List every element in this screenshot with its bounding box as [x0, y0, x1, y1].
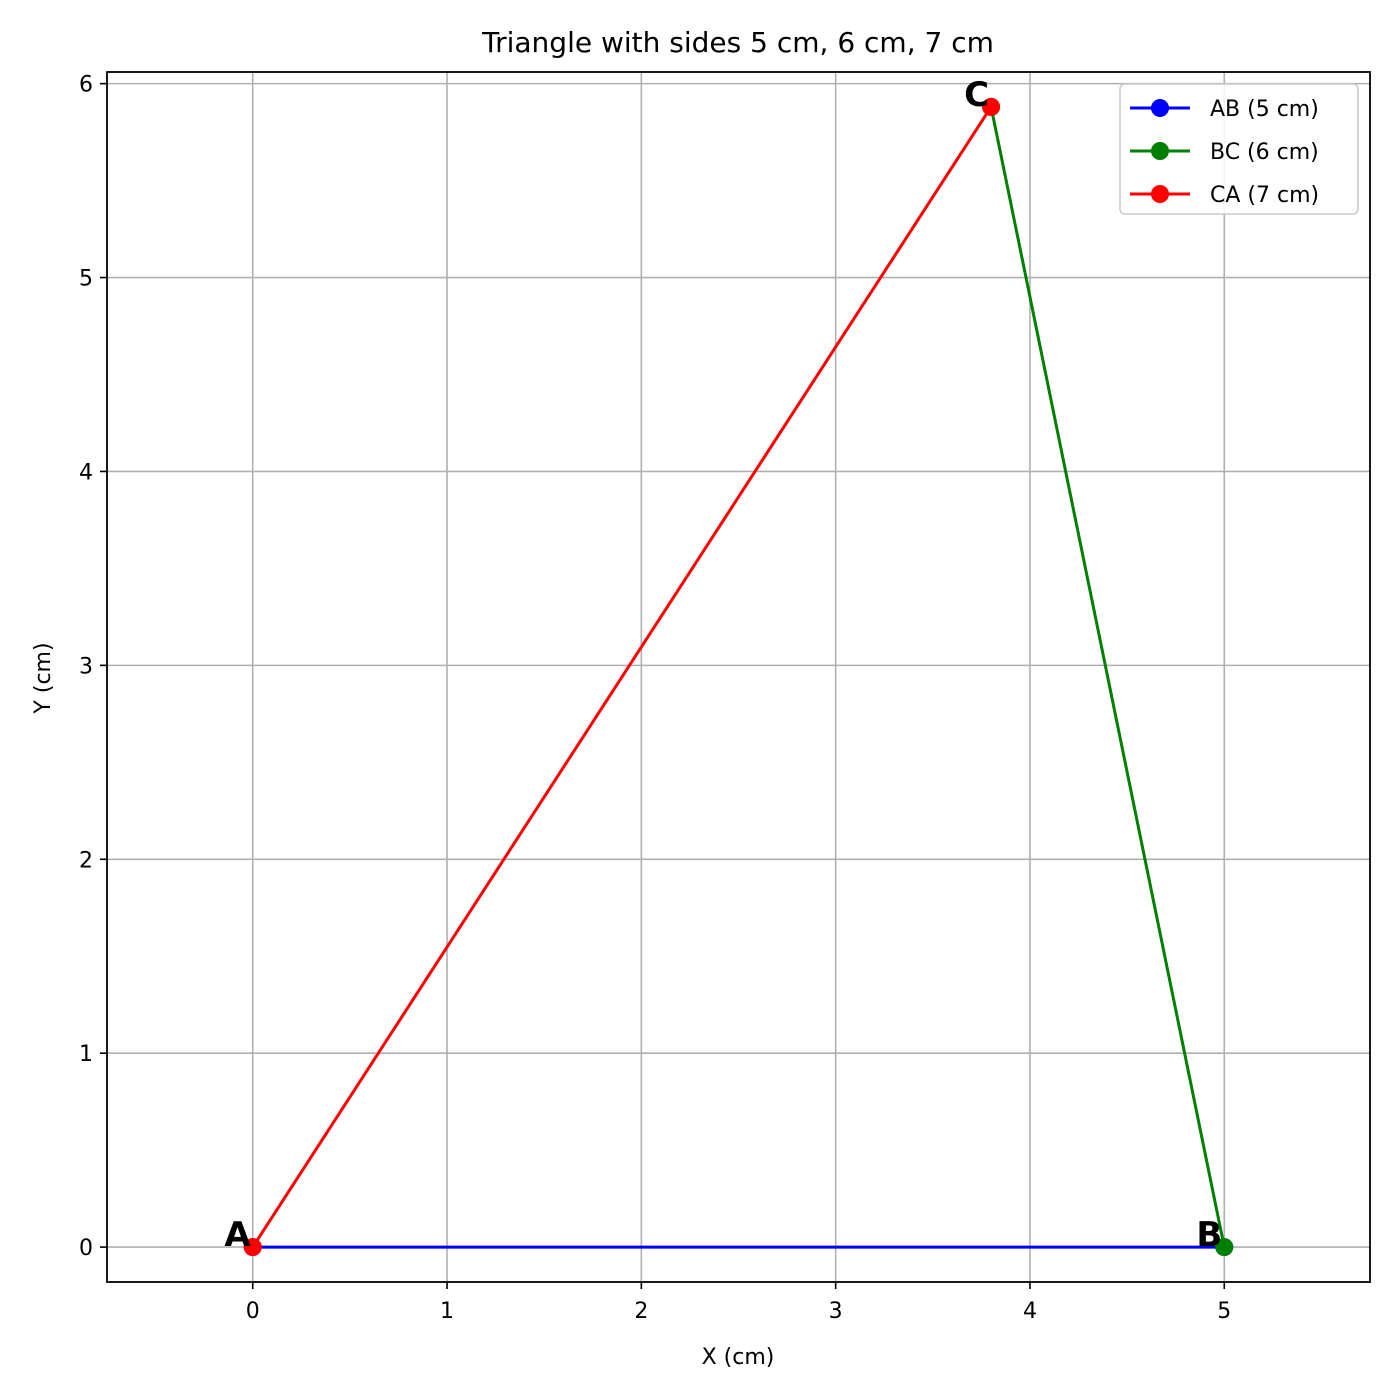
- x-tick-label: 3: [829, 1299, 843, 1324]
- series-line: [989, 106, 1226, 1248]
- vertex-label: B: [1196, 1215, 1222, 1255]
- x-tick-label: 0: [246, 1299, 260, 1324]
- x-tick-label: 2: [634, 1299, 648, 1324]
- legend-label: CA (7 cm): [1210, 183, 1319, 208]
- x-tick-label: 5: [1217, 1299, 1231, 1324]
- y-tick-label: 0: [79, 1236, 93, 1261]
- y-axis-label: Y (cm): [31, 642, 56, 714]
- x-axis-label: X (cm): [702, 1345, 775, 1370]
- legend-label: AB (5 cm): [1210, 97, 1319, 122]
- x-tick-label: 4: [1023, 1299, 1037, 1324]
- legend-marker: [1151, 99, 1169, 117]
- y-tick-label: 3: [79, 654, 93, 679]
- y-tick-label: 4: [79, 460, 93, 485]
- x-axis-ticks: 0 1 2 3 4 5: [246, 1282, 1231, 1324]
- legend-marker: [1151, 185, 1169, 203]
- x-tick-label: 1: [440, 1299, 454, 1324]
- series-line: [251, 106, 993, 1248]
- grid: [107, 72, 1370, 1282]
- vertex-label: C: [964, 75, 989, 115]
- legend-label: BC (6 cm): [1210, 140, 1319, 165]
- y-axis-ticks: 0 1 2 3 4 5 6: [79, 73, 107, 1261]
- legend-box: [1119, 83, 1359, 215]
- y-tick-label: 6: [79, 73, 93, 98]
- y-tick-label: 1: [79, 1042, 93, 1067]
- series-layer: [243, 97, 1234, 1257]
- vertex-labels: A B C: [224, 75, 1222, 1255]
- legend: AB (5 cm) BC (6 cm) CA (7 cm): [1119, 83, 1359, 215]
- vertex-label: A: [224, 1215, 251, 1255]
- series-point: [982, 97, 1001, 116]
- series-point: [243, 1238, 262, 1257]
- legend-marker: [1151, 142, 1169, 160]
- y-tick-label: 2: [79, 848, 93, 873]
- legend-entry: CA (7 cm): [1130, 183, 1319, 208]
- plot-frame: [106, 71, 1371, 1283]
- series-point: [1215, 1238, 1234, 1257]
- series-2: [243, 97, 1001, 1257]
- legend-entry: BC (6 cm): [1130, 140, 1319, 165]
- y-tick-label: 5: [79, 267, 93, 292]
- chart-title: Triangle with sides 5 cm, 6 cm, 7 cm: [481, 26, 994, 59]
- legend-entry: AB (5 cm): [1130, 97, 1319, 122]
